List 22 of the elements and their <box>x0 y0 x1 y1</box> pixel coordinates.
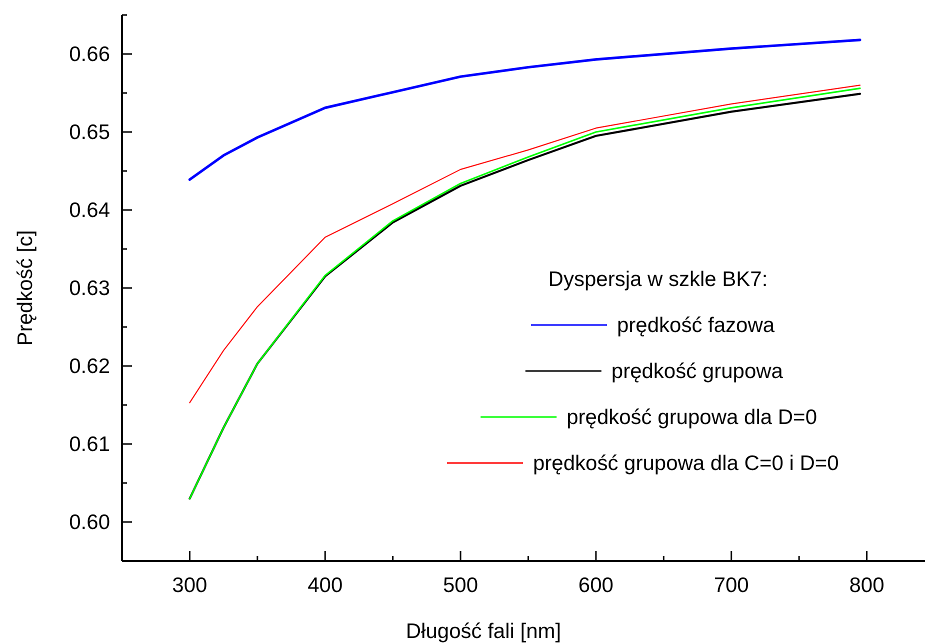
y-axis-title: Prędkość [c] <box>14 230 37 346</box>
legend-label: prędkość grupowa dla C=0 i D=0 <box>533 452 839 475</box>
x-tick-label: 400 <box>308 574 343 597</box>
legend-title: Dyspersja w szkle BK7: <box>548 268 768 291</box>
y-tick-label: 0.66 <box>69 43 110 66</box>
x-tick-label: 500 <box>443 574 478 597</box>
y-tick-label: 0.64 <box>69 199 110 222</box>
line-series <box>189 84 861 404</box>
x-tick-label: 600 <box>578 574 614 597</box>
x-tick-label: 700 <box>714 574 749 597</box>
y-tick-label: 0.65 <box>69 121 110 144</box>
y-tick-label: 0.62 <box>69 355 110 378</box>
legend-label: prędkość grupowa <box>611 360 784 383</box>
legend-label: prędkość fazowa <box>617 314 775 337</box>
y-tick-label: 0.63 <box>69 277 110 300</box>
y-tick-label: 0.61 <box>69 433 110 456</box>
line-series <box>188 38 862 181</box>
x-axis-title: Długość fali [nm] <box>406 620 562 643</box>
y-tick-label: 0.60 <box>69 511 110 534</box>
legend-label: prędkość grupowa dla D=0 <box>566 406 818 429</box>
x-tick-label: 800 <box>849 574 884 597</box>
x-tick-label: 300 <box>172 574 208 597</box>
